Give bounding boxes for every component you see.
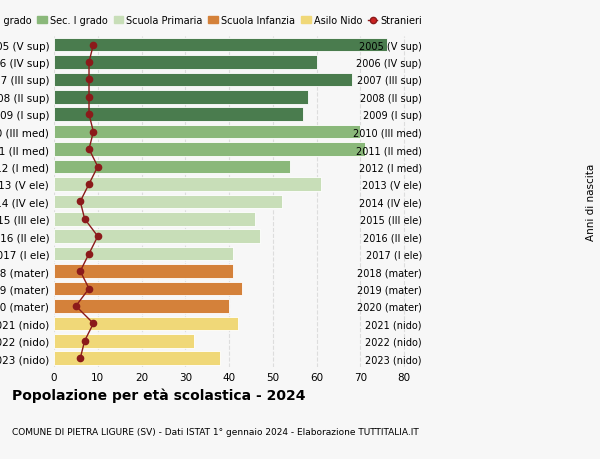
Bar (54, 39, 386, 52)
Bar (54, 352, 220, 365)
Bar (54, 108, 304, 122)
Bar (54, 178, 321, 191)
Bar (54, 265, 233, 278)
Bar (54, 56, 317, 70)
Bar (54, 91, 308, 104)
Bar (54, 213, 256, 226)
Text: Popolazione per età scolastica - 2024: Popolazione per età scolastica - 2024 (12, 388, 305, 403)
Bar (54, 143, 365, 157)
Bar (54, 73, 352, 87)
Bar (54, 126, 361, 139)
Bar (54, 317, 238, 330)
Text: Anni di nascita: Anni di nascita (586, 163, 596, 241)
Bar (54, 195, 281, 209)
Bar (54, 300, 229, 313)
Text: COMUNE DI PIETRA LIGURE (SV) - Dati ISTAT 1° gennaio 2024 - Elaborazione TUTTITA: COMUNE DI PIETRA LIGURE (SV) - Dati ISTA… (12, 427, 419, 436)
Bar (54, 282, 242, 296)
Legend: Sec. II grado, Sec. I grado, Scuola Primaria, Scuola Infanzia, Asilo Nido, Stran: Sec. II grado, Sec. I grado, Scuola Prim… (0, 12, 426, 30)
Bar (54, 160, 290, 174)
Bar (54, 247, 233, 261)
Bar (54, 230, 260, 244)
Bar (54, 334, 194, 348)
